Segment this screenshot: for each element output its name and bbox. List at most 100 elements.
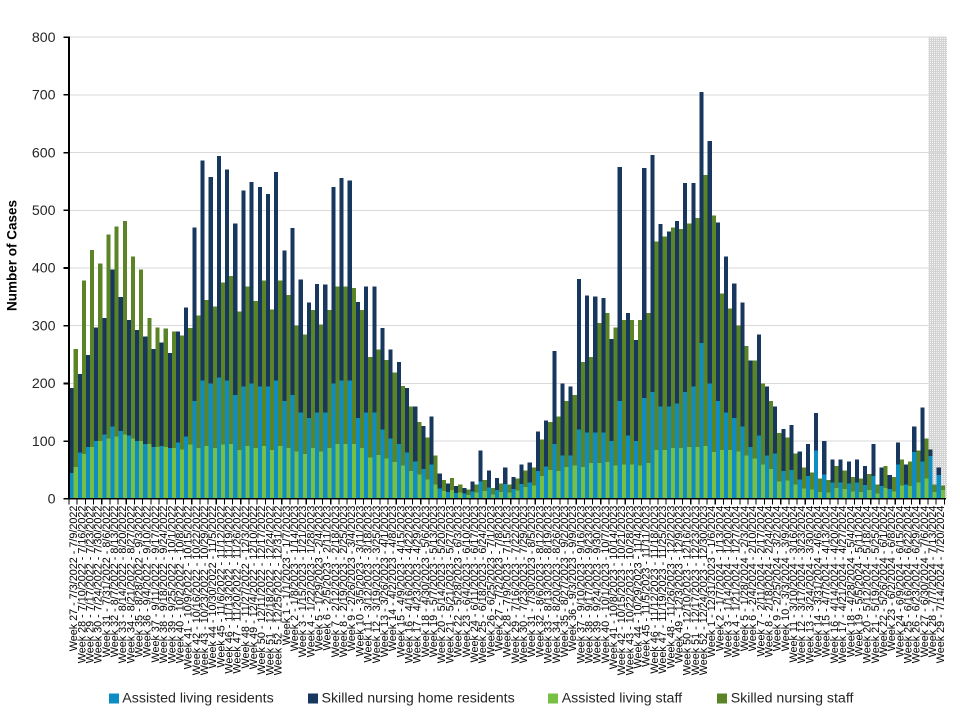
svg-text:Week 48 - 11/27/2022 - 12/3/20: Week 48 - 11/27/2022 - 12/3/2022: [240, 506, 252, 669]
svg-text:Week 41 - 10/9/2022 - 10/15/20: Week 41 - 10/9/2022 - 10/15/2022: [183, 506, 195, 670]
svg-text:Week 2 - 1/8/2023 - 1/14/2023: Week 2 - 1/8/2023 - 1/14/2023: [289, 506, 301, 652]
svg-text:Week 35 - 8/28/2022 - 9/3/2022: Week 35 - 8/28/2022 - 9/3/2022: [134, 506, 146, 658]
svg-text:Week 11 - 3/10/2024 - 3/16/202: Week 11 - 3/10/2024 - 3/16/2024: [788, 506, 800, 663]
svg-text:600: 600: [32, 145, 56, 161]
svg-text:Week 31 - 7/30/2023 - 8/5/2023: Week 31 - 7/30/2023 - 8/5/2023: [526, 506, 538, 658]
svg-text:Week 50 - 12/10/2023 - 12/16/2: Week 50 - 12/10/2023 - 12/16/2023: [682, 506, 694, 676]
svg-text:Week 16 - 4/16/2023 - 4/22/202: Week 16 - 4/16/2023 - 4/22/2023: [403, 506, 415, 664]
svg-text:Week 28 - 7/10/2022 - 7/16/202: Week 28 - 7/10/2022 - 7/16/2022: [76, 506, 88, 664]
svg-text:Week 30 - 7/24/2022 - 7/30/202: Week 30 - 7/24/2022 - 7/30/2022: [93, 506, 105, 664]
svg-text:Week 43 - 10/22/2023 - 10/28/2: Week 43 - 10/22/2023 - 10/28/2023: [624, 506, 636, 676]
svg-text:Week 14 - 4/2/2023 - 4/8/2023: Week 14 - 4/2/2023 - 4/8/2023: [387, 506, 399, 652]
svg-text:Week 24 - 6/11/2023 - 6/17/202: Week 24 - 6/11/2023 - 6/17/2023: [469, 506, 481, 663]
svg-text:Week 4 - 1/21/2024 - 1/27/2024: Week 4 - 1/21/2024 - 1/27/2024: [731, 506, 743, 658]
svg-text:Week 18 - 4/28/2024 - 5/4/2024: Week 18 - 4/28/2024 - 5/4/2024: [845, 506, 857, 658]
svg-text:Week 12 - 3/19/2023 - 3/25/202: Week 12 - 3/19/2023 - 3/25/2023: [371, 506, 383, 664]
svg-text:Week 49 - 12/4/2022 - 12/10/20: Week 49 - 12/4/2022 - 12/10/2022: [248, 506, 260, 670]
svg-text:Week 26 - 6/25/2023 - 7/1/2023: Week 26 - 6/25/2023 - 7/1/2023: [485, 506, 497, 658]
svg-text:Week 7 - 2/11/2024 - 2/17/2024: Week 7 - 2/11/2024 - 2/17/2024: [755, 506, 767, 657]
svg-text:Week 10 - 3/5/2023 - 3/11/2023: Week 10 - 3/5/2023 - 3/11/2023: [354, 506, 366, 657]
svg-text:Week 43 - 10/23/2022 - 10/29/2: Week 43 - 10/23/2022 - 10/29/2022: [199, 506, 211, 676]
svg-text:Week 49 - 12/3/2023 - 12/9/202: Week 49 - 12/3/2023 - 12/9/2023: [673, 506, 685, 664]
svg-text:Week 27 - 7/2/2023 - 7/8/2023: Week 27 - 7/2/2023 - 7/8/2023: [493, 506, 505, 652]
svg-text:Week 3 - 1/15/2023 - 1/21/2023: Week 3 - 1/15/2023 - 1/21/2023: [297, 506, 309, 658]
svg-text:Week 29 - 7/17/2022 - 7/23/202: Week 29 - 7/17/2022 - 7/23/2022: [84, 506, 96, 664]
svg-text:Week 13 - 3/26/2023 - 4/1/2023: Week 13 - 3/26/2023 - 4/1/2023: [379, 506, 391, 658]
svg-text:Week 5 - 1/28/2024 - 2/3/2024: Week 5 - 1/28/2024 - 2/3/2024: [739, 506, 751, 652]
svg-text:200: 200: [32, 376, 56, 392]
svg-text:0: 0: [48, 492, 56, 508]
svg-text:Week 29 - 7/14/2024 - 7/20/202: Week 29 - 7/14/2024 - 7/20/2024: [935, 506, 947, 664]
svg-text:Week 52 - 12/25/2022 - 12/31/2: Week 52 - 12/25/2022 - 12/31/2022: [273, 506, 285, 676]
svg-text:Week 12 - 3/17/2024 - 3/23/202: Week 12 - 3/17/2024 - 3/23/2024: [796, 506, 808, 664]
svg-text:Week 35 - 8/27/2023 - 9/2/2023: Week 35 - 8/27/2023 - 9/2/2023: [559, 506, 571, 658]
svg-text:Week 21 - 5/19/2024 - 5/25/202: Week 21 - 5/19/2024 - 5/25/2024: [870, 506, 882, 664]
svg-text:Week 4 - 1/22/2023 - 1/28/2023: Week 4 - 1/22/2023 - 1/28/2023: [305, 506, 317, 658]
svg-text:Week 31 - 7/31/2022 - 8/6/2022: Week 31 - 7/31/2022 - 8/6/2022: [101, 506, 113, 658]
svg-text:Assisted living staff: Assisted living staff: [562, 690, 682, 706]
svg-text:Week 32 - 8/7/2022 - 8/13/2022: Week 32 - 8/7/2022 - 8/13/2022: [109, 506, 121, 658]
svg-text:Week 13 - 3/24/2024 - 3/30/202: Week 13 - 3/24/2024 - 3/30/2024: [804, 506, 816, 664]
svg-text:Week 36 - 9/3/2023 - 9/9/2023: Week 36 - 9/3/2023 - 9/9/2023: [567, 506, 579, 652]
svg-text:Skilled nursing home residents: Skilled nursing home residents: [322, 690, 515, 706]
svg-text:Week 47 - 11/19/2023 - 11/25/2: Week 47 - 11/19/2023 - 11/25/2023: [657, 506, 669, 674]
svg-text:Week 17 - 4/23/2023 - 4/29/202: Week 17 - 4/23/2023 - 4/29/2023: [412, 506, 424, 664]
svg-text:Week 37 - 9/10/2023 - 9/16/202: Week 37 - 9/10/2023 - 9/16/2023: [575, 506, 587, 664]
svg-text:Week 40 - 10/2/2022 - 10/8/202: Week 40 - 10/2/2022 - 10/8/2022: [174, 506, 186, 664]
svg-text:Week 25 - 6/18/2023 - 6/24/202: Week 25 - 6/18/2023 - 6/24/2023: [477, 506, 489, 664]
svg-text:Week 33 - 8/14/2022 - 8/20/202: Week 33 - 8/14/2022 - 8/20/2022: [117, 506, 129, 664]
svg-text:Week 46 - 11/13/2022 - 11/19/2: Week 46 - 11/13/2022 - 11/19/2022: [224, 506, 236, 674]
svg-text:Week 46 - 11/12/2023 - 11/18/2: Week 46 - 11/12/2023 - 11/18/2023: [649, 506, 661, 674]
svg-text:Week 2 - 1/7/2024 - 1/13/2024: Week 2 - 1/7/2024 - 1/13/2024: [714, 506, 726, 652]
svg-text:Week 52 - 12/24/2023 - 12/30/2: Week 52 - 12/24/2023 - 12/30/2023: [698, 506, 710, 676]
svg-text:Week 5 - 1/29/2023 - 2/4/2023: Week 5 - 1/29/2023 - 2/4/2023: [314, 506, 326, 652]
svg-text:Week 42 - 10/16/2022 - 10/22/2: Week 42 - 10/16/2022 - 10/22/2022: [191, 506, 203, 676]
svg-text:Week 23 - 6/4/2023 - 6/10/2023: Week 23 - 6/4/2023 - 6/10/2023: [461, 506, 473, 658]
svg-text:Week 29 - 7/16/2023 - 7/22/202: Week 29 - 7/16/2023 - 7/22/2023: [510, 506, 522, 664]
svg-text:Skilled nursing staff: Skilled nursing staff: [731, 690, 854, 706]
svg-text:Week 50 - 12/11/2022 - 12/17/2: Week 50 - 12/11/2022 - 12/17/2022: [256, 506, 268, 675]
svg-text:Week 9 - 2/26/2023 - 3/4/2023: Week 9 - 2/26/2023 - 3/4/2023: [346, 506, 358, 652]
svg-text:Week 9 - 2/25/2024 - 3/2/2024: Week 9 - 2/25/2024 - 3/2/2024: [772, 506, 784, 652]
svg-text:Week 47 - 11/20/2022 - 11/26/2: Week 47 - 11/20/2022 - 11/26/2022: [232, 506, 244, 674]
svg-text:Week 26 - 6/23/2024 - 6/29/202: Week 26 - 6/23/2024 - 6/29/2024: [911, 506, 923, 664]
svg-text:Week 8 - 2/19/2023 - 2/25/2023: Week 8 - 2/19/2023 - 2/25/2023: [338, 506, 350, 658]
svg-text:400: 400: [32, 261, 56, 277]
svg-text:Week 48 - 11/26/2023 - 12/2/20: Week 48 - 11/26/2023 - 12/2/2023: [665, 506, 677, 669]
svg-text:Week 21 - 5/21/2023 - 5/27/202: Week 21 - 5/21/2023 - 5/27/2023: [444, 506, 456, 664]
svg-text:Week 38 - 9/17/2023 - 9/23/202: Week 38 - 9/17/2023 - 9/23/2023: [583, 506, 595, 664]
svg-text:Week 38 - 9/18/2022 - 9/24/202: Week 38 - 9/18/2022 - 9/24/2022: [158, 506, 170, 664]
svg-text:Week 41 - 10/8/2023 - 10/14/20: Week 41 - 10/8/2023 - 10/14/2023: [608, 506, 620, 670]
svg-text:500: 500: [32, 203, 56, 219]
svg-text:Week 19 - 5/7/2023 - 5/13/2023: Week 19 - 5/7/2023 - 5/13/2023: [428, 506, 440, 658]
svg-text:Week 11 - 3/12/2023 - 3/18/202: Week 11 - 3/12/2023 - 3/18/2023: [363, 506, 375, 663]
svg-text:Week 22 - 5/28/2023 - 6/3/2023: Week 22 - 5/28/2023 - 6/3/2023: [453, 506, 465, 658]
svg-text:Week 16 - 4/14/2024 - 4/20/202: Week 16 - 4/14/2024 - 4/20/2024: [829, 506, 841, 664]
svg-text:Week 22 - 5/26/2024 - 6/1/2024: Week 22 - 5/26/2024 - 6/1/2024: [878, 506, 890, 658]
svg-text:Week 42 - 10/15/2023 - 10/21/2: Week 42 - 10/15/2023 - 10/21/2023: [616, 506, 628, 676]
svg-text:Week 23 - 6/2/2024 - 6/8/2024: Week 23 - 6/2/2024 - 6/8/2024: [886, 506, 898, 652]
svg-text:Week 36 - 9/4/2022 - 9/10/2022: Week 36 - 9/4/2022 - 9/10/2022: [142, 506, 154, 658]
svg-text:Week 33 - 8/13/2023 - 8/19/202: Week 33 - 8/13/2023 - 8/19/2023: [543, 506, 555, 664]
svg-text:Week 51 - 12/18/2022 - 12/24/2: Week 51 - 12/18/2022 - 12/24/2022: [264, 506, 276, 676]
svg-text:Week 28 - 7/9/2023 - 7/15/2023: Week 28 - 7/9/2023 - 7/15/2023: [502, 506, 514, 658]
svg-text:Week 20 - 5/12/2024 - 5/18/202: Week 20 - 5/12/2024 - 5/18/2024: [862, 506, 874, 664]
svg-text:Week 8 - 2/18/2024 - 2/24/2024: Week 8 - 2/18/2024 - 2/24/2024: [763, 506, 775, 658]
svg-text:Week 18 - 4/30/2023 - 5/6/2023: Week 18 - 4/30/2023 - 5/6/2023: [420, 506, 432, 658]
svg-text:Week 24 - 6/9/2024 - 6/15/2024: Week 24 - 6/9/2024 - 6/15/2024: [894, 506, 906, 658]
svg-text:Week 39 - 9/25/2022 - 10/1/202: Week 39 - 9/25/2022 - 10/1/2022: [166, 506, 178, 664]
svg-text:Week 34 - 8/20/2023 - 8/26/202: Week 34 - 8/20/2023 - 8/26/2023: [551, 506, 563, 664]
svg-text:700: 700: [32, 88, 56, 104]
svg-text:Week 37 - 9/11/2022 - 9/17/202: Week 37 - 9/11/2022 - 9/17/2022: [150, 506, 162, 663]
svg-text:Number of Cases: Number of Cases: [5, 200, 20, 311]
svg-text:Week 19 - 5/5/2024 - 5/11/2024: Week 19 - 5/5/2024 - 5/11/2024: [853, 506, 865, 657]
svg-text:Week 51 - 12/17/2023 - 12/23/2: Week 51 - 12/17/2023 - 12/23/2023: [690, 506, 702, 676]
svg-text:Week 7 - 2/12/2023 - 2/18/2023: Week 7 - 2/12/2023 - 2/18/2023: [330, 506, 342, 658]
svg-text:Week 25 - 6/16/2024 - 6/22/202: Week 25 - 6/16/2024 - 6/22/2024: [903, 506, 915, 664]
svg-text:Week 45 - 11/6/2022 - 11/12/20: Week 45 - 11/6/2022 - 11/12/2022: [215, 506, 227, 668]
svg-text:Week 27 - 7/3/2022 - 7/9/2022: Week 27 - 7/3/2022 - 7/9/2022: [68, 506, 80, 652]
svg-text:Week 17 - 4/21/2024 - 4/27/202: Week 17 - 4/21/2024 - 4/27/2024: [837, 506, 849, 664]
svg-text:Week 28 - 7/7/2024 - 7/13/2024: Week 28 - 7/7/2024 - 7/13/2024: [927, 506, 939, 658]
svg-text:100: 100: [32, 434, 56, 450]
svg-text:Week 34 - 8/21/2022 - 8/27/202: Week 34 - 8/21/2022 - 8/27/2022: [125, 506, 137, 664]
